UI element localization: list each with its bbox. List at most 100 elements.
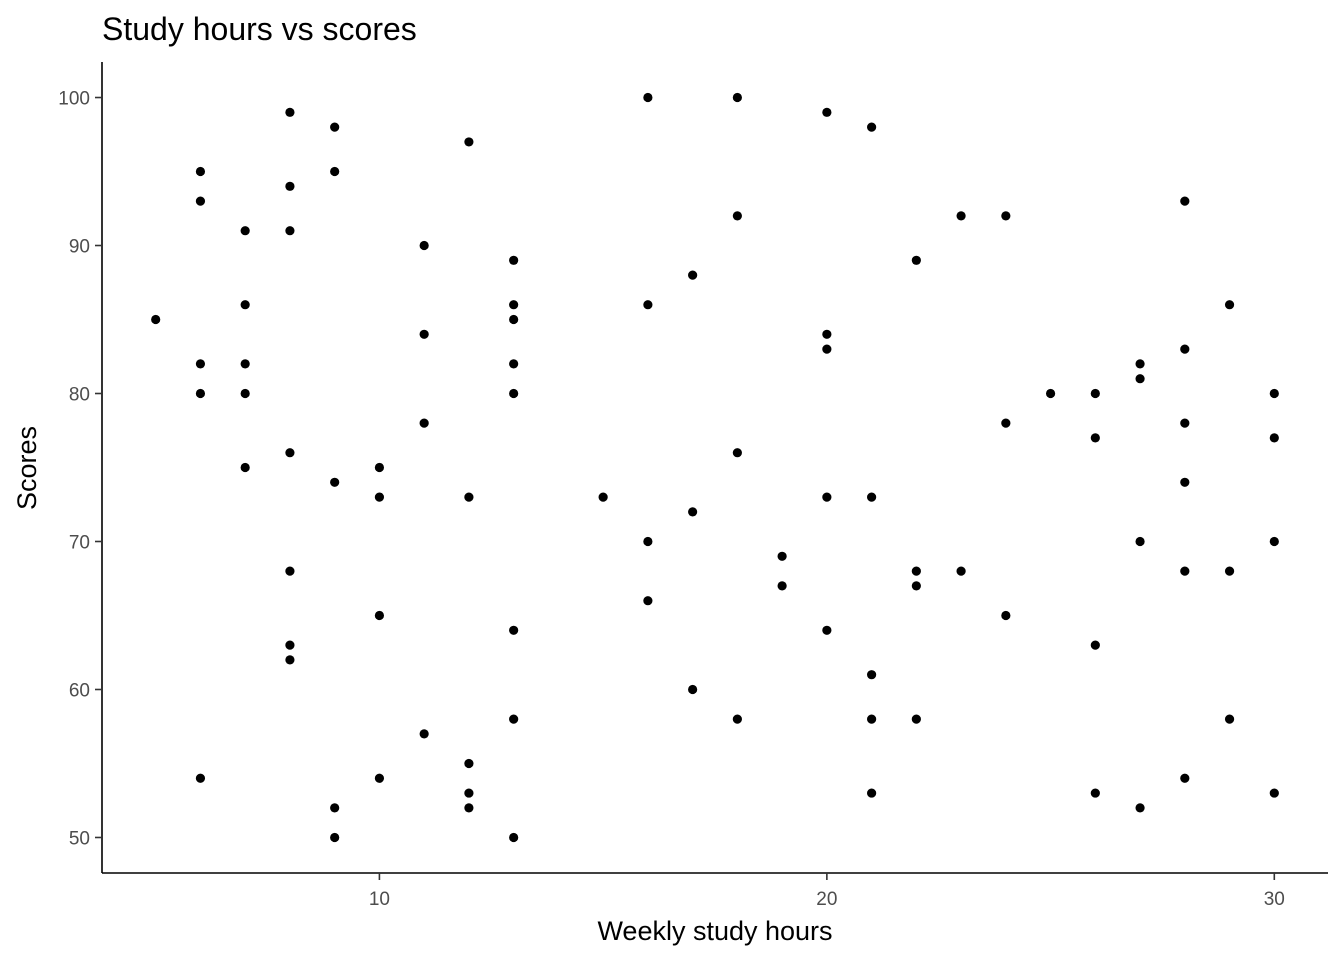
data-point: [1001, 211, 1011, 221]
data-point: [867, 122, 877, 132]
data-point: [822, 329, 832, 339]
data-point: [509, 300, 519, 310]
data-point: [643, 536, 653, 547]
data-point: [509, 388, 519, 399]
data-point: [464, 788, 474, 798]
data-point: [643, 596, 653, 606]
data-point: [374, 610, 385, 621]
y-tick-label: 80: [69, 385, 90, 406]
data-point: [330, 122, 340, 132]
data-point: [822, 344, 832, 354]
data-point: [509, 714, 519, 724]
data-point: [419, 329, 429, 339]
chart-title: Study hours vs scores: [102, 11, 417, 47]
y-tick-label: 60: [69, 680, 90, 701]
data-point: [911, 255, 921, 265]
data-point: [464, 803, 474, 813]
data-point: [330, 832, 340, 843]
data-point: [1224, 566, 1235, 576]
data-point: [330, 166, 340, 177]
data-point: [867, 492, 877, 502]
x-tick-label: 10: [369, 889, 390, 910]
data-point: [285, 566, 295, 576]
data-point: [1135, 803, 1145, 813]
data-point: [1180, 418, 1190, 428]
data-point: [1180, 344, 1190, 354]
data-point: [643, 300, 653, 310]
data-point: [509, 314, 519, 325]
data-point: [956, 211, 966, 221]
data-point: [285, 107, 295, 117]
data-point: [1135, 536, 1145, 547]
y-axis-title: Scores: [12, 426, 42, 510]
data-point: [1090, 788, 1100, 798]
data-point: [956, 566, 966, 576]
y-tick-label: 100: [58, 89, 90, 110]
y-axis-ticks: 50 60 70 80 90 100: [58, 89, 102, 849]
data-point: [1269, 433, 1279, 443]
data-point: [195, 773, 206, 783]
data-point: [822, 492, 832, 502]
x-axis-title: Weekly study hours: [597, 916, 832, 946]
data-point: [732, 448, 742, 458]
y-tick-label: 70: [69, 532, 90, 553]
data-point: [285, 226, 295, 236]
data-point: [509, 625, 519, 635]
data-point: [374, 462, 385, 473]
data-point: [822, 625, 832, 635]
data-point: [464, 758, 474, 769]
data-point: [285, 655, 295, 665]
x-axis-ticks: 10 20 30: [369, 873, 1285, 910]
data-point: [867, 670, 877, 680]
data-point: [1090, 388, 1100, 399]
data-point: [1135, 359, 1145, 369]
data-point: [1135, 374, 1145, 384]
data-point: [374, 492, 385, 502]
y-tick-label: 90: [69, 237, 90, 258]
data-point: [285, 640, 295, 650]
data-point: [464, 492, 474, 502]
data-point: [643, 92, 653, 103]
data-point: [240, 226, 250, 236]
data-point: [195, 196, 206, 206]
data-point: [822, 107, 832, 117]
data-point: [330, 803, 340, 813]
data-point: [374, 773, 385, 783]
data-point: [151, 314, 161, 325]
data-point: [195, 166, 206, 177]
data-point: [1090, 433, 1100, 443]
data-point: [464, 137, 474, 147]
data-point: [1269, 388, 1279, 399]
data-point: [419, 418, 429, 428]
data-point: [195, 388, 206, 399]
data-point: [1224, 300, 1235, 310]
data-point: [911, 566, 921, 576]
data-points: [151, 92, 1279, 843]
data-point: [777, 551, 787, 561]
data-point: [911, 714, 921, 724]
data-point: [240, 462, 250, 473]
data-point: [1090, 640, 1100, 650]
data-point: [867, 788, 877, 798]
data-point: [509, 832, 519, 843]
data-point: [240, 359, 250, 369]
data-point: [688, 684, 698, 695]
plot-area: 50 60 70 80 90 100 10 20 30: [58, 62, 1328, 910]
data-point: [598, 492, 608, 502]
data-point: [419, 240, 429, 251]
data-point: [688, 270, 698, 280]
data-point: [1001, 610, 1011, 621]
data-point: [732, 714, 742, 724]
data-point: [1180, 477, 1190, 487]
data-point: [867, 714, 877, 724]
data-point: [1045, 388, 1056, 399]
data-point: [195, 359, 206, 369]
data-point: [419, 729, 429, 739]
data-point: [1001, 418, 1011, 428]
data-point: [911, 581, 921, 591]
data-point: [777, 581, 787, 591]
data-point: [285, 181, 295, 191]
y-tick-label: 50: [69, 828, 90, 849]
data-point: [732, 92, 742, 103]
